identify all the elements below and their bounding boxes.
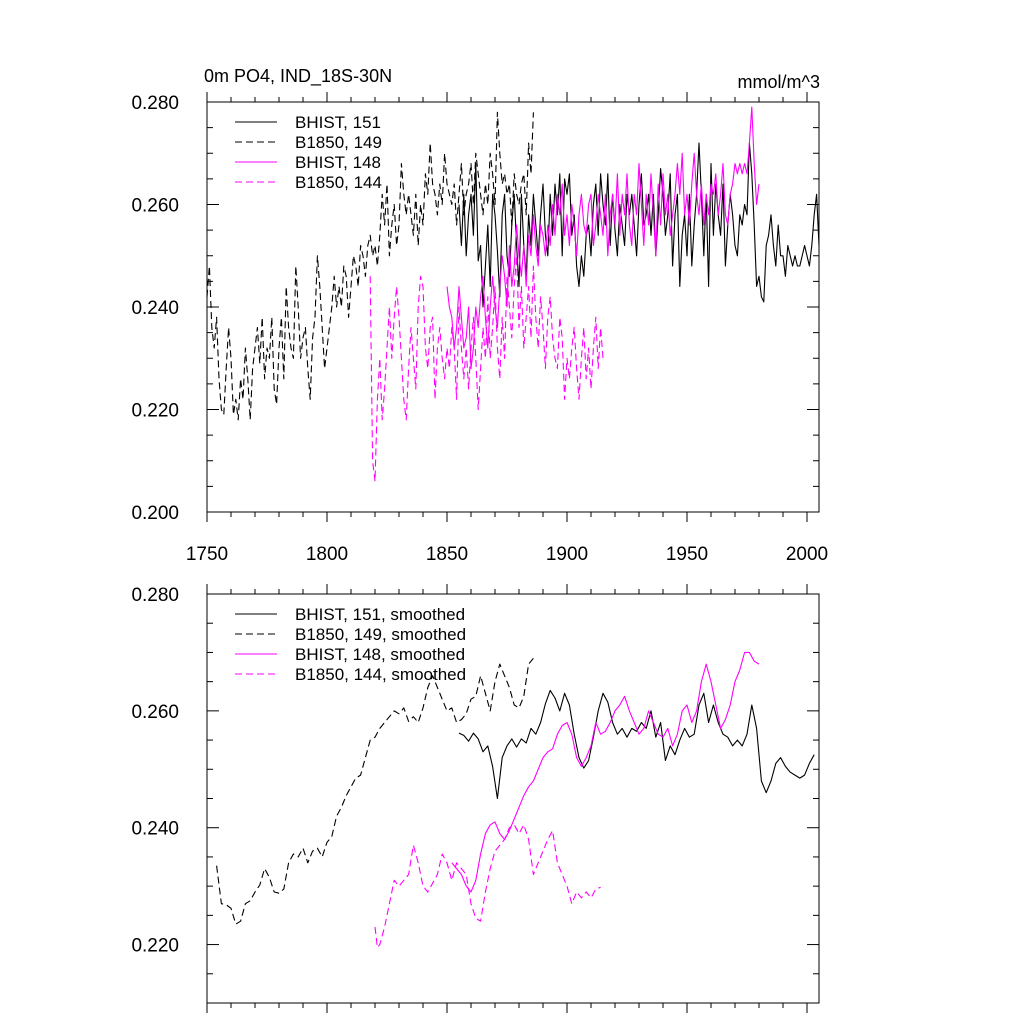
top-series-line-1 [458,142,820,308]
top-y-tick-label: 0.220 [131,401,179,422]
bottom-legend-label-2: B1850, 149, smoothed [295,625,466,644]
top-y-tick-label: 0.240 [131,298,179,319]
top-legend-label-3: BHIST, 148 [295,153,381,172]
bottom-series-line-3 [451,651,760,893]
top-legend-label-4: B1850, 144 [295,173,382,192]
bottom-y-tick-label: 0.260 [131,702,179,723]
bottom-y-tick-label: 0.280 [131,585,179,606]
top-series-line-2 [206,111,534,421]
bottom-legend-label-3: BHIST, 148, smoothed [295,645,465,664]
top-series-line-3 [446,106,760,370]
bottom-series-lines [216,651,815,949]
top-legend-label-2: B1850, 149 [295,133,382,152]
top-x-tick-label: 1800 [306,544,348,565]
top-series-line-4 [369,255,604,482]
top-axes: 1750 1800 1850 1900 1950 2000 0.200 0.220 0.240 0… [131,92,828,565]
top-x-tick-label: 1900 [546,544,588,565]
bottom-series-line-2 [216,657,534,925]
bottom-panel: 0.220 0.240 0.260 0.280 BHIST, 151, smoothe… [131,584,820,1013]
bottom-legend-label-1: BHIST, 151, smoothed [295,605,465,624]
bottom-series-line-1 [458,689,815,800]
top-y-tick-label: 0.280 [131,93,179,114]
bottom-series-line-4 [374,824,601,949]
bottom-axes: 0.220 0.240 0.260 0.280 [131,584,820,1013]
top-series-lines [206,106,820,482]
bottom-y-tick-label: 0.220 [131,936,179,957]
top-panel: 0m PO4, IND_18S-30N mmol/m^3 1750 1800 185… [131,66,828,565]
top-title-left: 0m PO4, IND_18S-30N [204,66,392,87]
top-x-tick-label: 1750 [186,544,228,565]
bottom-legend-label-4: B1850, 144, smoothed [295,665,466,684]
top-y-tick-label: 0.200 [131,503,179,524]
top-x-tick-label: 1950 [666,544,708,565]
top-legend-label-1: BHIST, 151 [295,113,381,132]
top-x-tick-label: 2000 [786,544,828,565]
top-title-right: mmol/m^3 [738,72,820,92]
bottom-y-tick-label: 0.240 [131,819,179,840]
top-x-tick-label: 1850 [426,544,468,565]
top-y-tick-label: 0.260 [131,196,179,217]
